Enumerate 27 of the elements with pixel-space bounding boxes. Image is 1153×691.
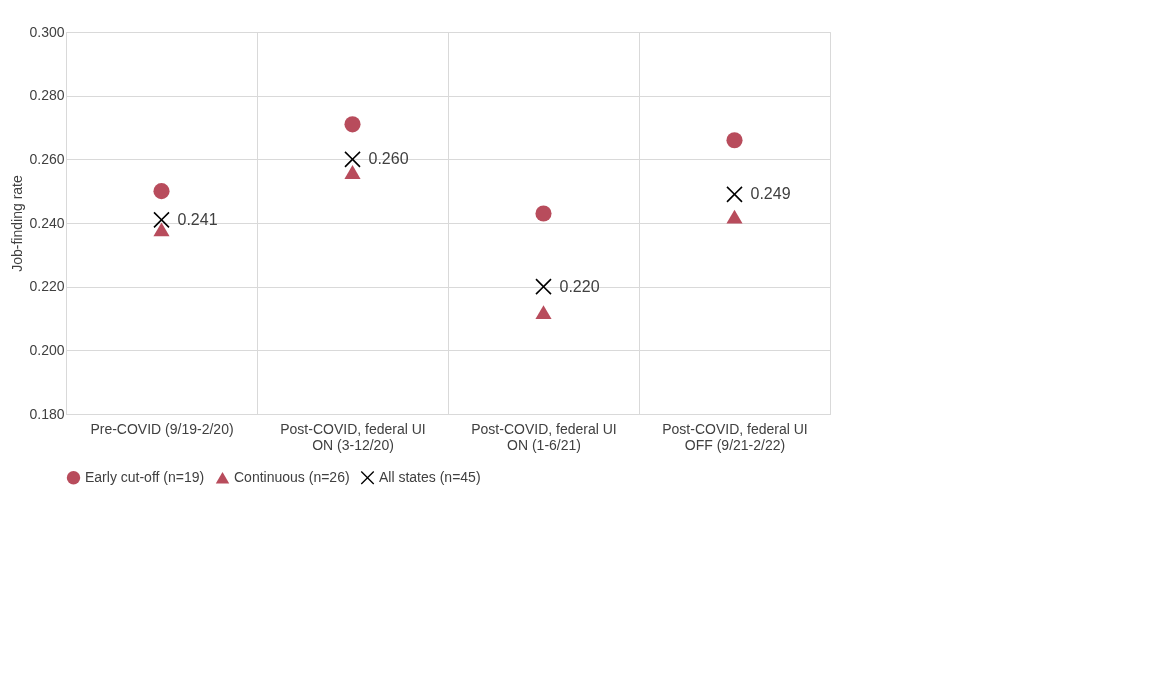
legend-label: All states (n=45): [379, 468, 481, 485]
y-tick-label: 0.300: [29, 23, 65, 40]
y-tick-label: 0.260: [29, 150, 65, 167]
data-label: 0.260: [368, 150, 409, 168]
point: [726, 209, 743, 224]
point: [344, 116, 361, 133]
data-label: 0.241: [177, 210, 218, 228]
y-tick-label: 0.220: [29, 278, 65, 295]
point: [535, 305, 552, 320]
y-tick-label: 0.180: [29, 405, 65, 422]
y-tick-label: 0.280: [29, 87, 65, 104]
y-tick-label: 0.200: [29, 341, 65, 358]
legend-label: Continuous (n=26): [234, 468, 350, 485]
data-label: 0.220: [559, 277, 600, 295]
x-tick-label: Post-COVID, federal UI ON (3-12/20): [280, 420, 426, 453]
y-axis-title: Job-finding rate: [9, 175, 26, 272]
legend-label: Early cut-off (n=19): [85, 468, 205, 485]
point: [344, 165, 361, 180]
data-label: 0.249: [750, 185, 791, 203]
point: [153, 183, 170, 200]
point: [153, 222, 170, 237]
point: [535, 205, 552, 222]
x-tick-label: Post-COVID, federal UI ON (1-6/21): [471, 420, 617, 453]
y-tick-label: 0.240: [29, 214, 65, 231]
x-tick-label: Post-COVID, federal UI OFF (9/21-2/22): [662, 420, 808, 453]
x-tick-label: Pre-COVID (9/19-2/20): [90, 420, 234, 437]
point: [726, 132, 743, 149]
